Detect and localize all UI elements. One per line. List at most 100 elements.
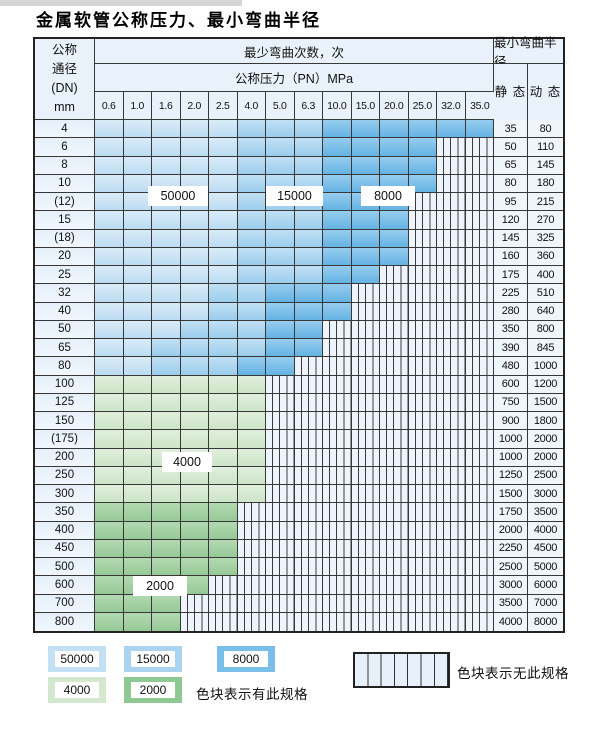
table-row: 32 225 510 [35, 284, 563, 303]
no-spec-cell [465, 375, 494, 394]
spec-cell [351, 266, 380, 285]
legend-chip-label: 4000 [55, 682, 99, 698]
spec-cell [294, 211, 323, 230]
spec-cell [180, 375, 209, 394]
no-spec-cell [323, 448, 352, 467]
static-radius-cell: 600 [494, 375, 528, 394]
cycles-label-8000: 8000 [361, 186, 415, 206]
spec-cell [123, 612, 152, 631]
legend-chip-50000: 50000 [48, 646, 106, 672]
spec-cell [95, 466, 124, 485]
table-row: 50 350 800 [35, 320, 563, 339]
no-spec-cell [237, 612, 266, 631]
spec-cell [180, 539, 209, 558]
no-spec-cell [437, 503, 466, 522]
spec-cell [152, 266, 181, 285]
min-bend-radius-header: 最小弯曲半径 [494, 36, 563, 69]
pressure-col-header: 0.6 [95, 92, 124, 120]
spec-cell [266, 247, 295, 266]
spec-cell [266, 229, 295, 248]
spec-cell [237, 120, 266, 139]
static-radius-cell: 900 [494, 412, 528, 431]
no-spec-cell [437, 302, 466, 321]
spec-cell [152, 302, 181, 321]
no-spec-cell [465, 448, 494, 467]
no-spec-cell [266, 576, 295, 595]
cycles-label-15000: 15000 [266, 186, 323, 206]
no-spec-cell [408, 466, 437, 485]
spec-cell [180, 302, 209, 321]
spec-cell [123, 284, 152, 303]
spec-cell [95, 576, 124, 595]
spec-cell [237, 174, 266, 193]
spec-cell [209, 448, 238, 467]
no-spec-cell [323, 357, 352, 376]
dynamic-radius-cell: 800 [528, 320, 563, 339]
no-spec-cell [437, 558, 466, 577]
spec-cell [152, 211, 181, 230]
spec-cell [323, 138, 352, 157]
dn-cell: 4 [35, 120, 95, 139]
static-radius-cell: 35 [494, 120, 528, 139]
no-spec-cell [465, 211, 494, 230]
no-spec-cell [351, 539, 380, 558]
legend-chip-8000: 8000 [217, 646, 275, 672]
no-spec-cell [380, 284, 409, 303]
spec-cell [209, 393, 238, 412]
no-spec-cell [465, 229, 494, 248]
spec-cell [180, 430, 209, 449]
spec-cell [237, 430, 266, 449]
spec-cell [323, 211, 352, 230]
spec-cell [294, 302, 323, 321]
no-spec-cell [437, 430, 466, 449]
spec-cell [237, 302, 266, 321]
cycles-label-4000: 4000 [162, 452, 212, 472]
table-row: 125 750 1500 [35, 393, 563, 412]
dn-cell: 40 [35, 302, 95, 321]
table-row: 500 2500 5000 [35, 558, 563, 577]
spec-cell [95, 539, 124, 558]
spec-cell [152, 320, 181, 339]
no-spec-cell [351, 503, 380, 522]
pressure-col-header: 35.0 [465, 92, 494, 120]
pressure-col-header: 32.0 [437, 92, 466, 120]
no-spec-cell [437, 576, 466, 595]
dn-cell: 350 [35, 503, 95, 522]
spec-cell [152, 229, 181, 248]
static-radius-cell: 350 [494, 320, 528, 339]
spec-cell [180, 521, 209, 540]
spec-cell [437, 120, 466, 139]
no-spec-cell [351, 339, 380, 358]
spec-cell [209, 302, 238, 321]
spec-cell [266, 284, 295, 303]
spec-cell [123, 229, 152, 248]
no-spec-cell [266, 393, 295, 412]
spec-cell [123, 558, 152, 577]
dn-cell: 100 [35, 375, 95, 394]
no-spec-cell [408, 247, 437, 266]
dynamic-radius-cell: 1200 [528, 375, 563, 394]
legend-no-spec-text: 色块表示无此规格 [457, 666, 569, 681]
spec-cell [152, 539, 181, 558]
pressure-col-header: 25.0 [408, 92, 437, 120]
no-spec-cell [323, 320, 352, 339]
no-spec-cell [209, 594, 238, 613]
legend-chip-label: 15000 [131, 651, 175, 667]
no-spec-cell [408, 503, 437, 522]
spec-cell [95, 357, 124, 376]
table-row: 15 120 270 [35, 211, 563, 230]
dn-cell: 300 [35, 485, 95, 504]
no-spec-cell [380, 266, 409, 285]
no-spec-cell [266, 375, 295, 394]
no-spec-cell [465, 485, 494, 504]
table-row: 300 1500 3000 [35, 485, 563, 504]
spec-cell [123, 247, 152, 266]
dynamic-radius-cell: 6000 [528, 576, 563, 595]
no-spec-cell [209, 612, 238, 631]
spec-cell [95, 284, 124, 303]
spec-cell [180, 138, 209, 157]
spec-cell [237, 156, 266, 175]
spec-cell [152, 138, 181, 157]
no-spec-cell [437, 357, 466, 376]
no-spec-cell [323, 430, 352, 449]
